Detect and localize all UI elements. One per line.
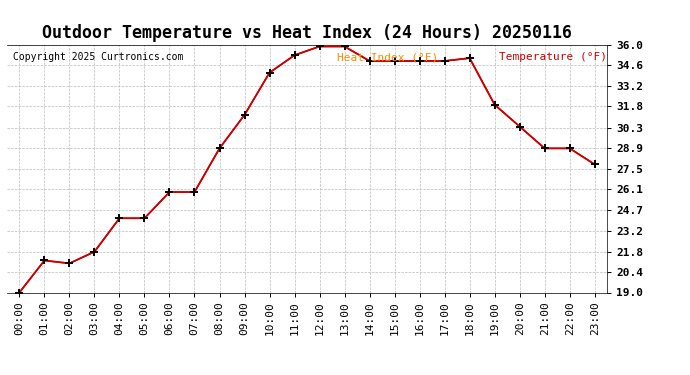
- Title: Outdoor Temperature vs Heat Index (24 Hours) 20250116: Outdoor Temperature vs Heat Index (24 Ho…: [42, 24, 572, 42]
- Text: Copyright 2025 Curtronics.com: Copyright 2025 Curtronics.com: [13, 53, 184, 62]
- Text: Heat Index (°F): Heat Index (°F): [337, 53, 438, 62]
- Text: Temperature (°F): Temperature (°F): [499, 53, 607, 62]
